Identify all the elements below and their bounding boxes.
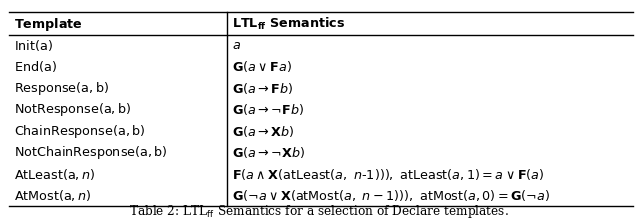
Text: Table 2: LTL$_{\mathrm{ff}}$ Semantics for a selection of Declare templates.: Table 2: LTL$_{\mathrm{ff}}$ Semantics f… [129, 203, 509, 220]
Text: $\mathbf{LTL_{ff}\ Semantics}$: $\mathbf{LTL_{ff}\ Semantics}$ [232, 16, 345, 32]
Text: $\mathrm{NotResponse(a,b)}$: $\mathrm{NotResponse(a,b)}$ [14, 101, 131, 118]
Text: $\mathbf{G}(a \rightarrow \mathbf{F}b)$: $\mathbf{G}(a \rightarrow \mathbf{F}b)$ [232, 81, 293, 96]
Text: $\mathrm{Response(a,b)}$: $\mathrm{Response(a,b)}$ [14, 80, 109, 97]
Text: $\mathrm{End(a)}$: $\mathrm{End(a)}$ [14, 60, 57, 74]
Text: $\mathbf{G}(a \rightarrow \neg\mathbf{X}b)$: $\mathbf{G}(a \rightarrow \neg\mathbf{X}… [232, 145, 305, 160]
Text: $\mathbf{G}(a \rightarrow \neg\mathbf{F}b)$: $\mathbf{G}(a \rightarrow \neg\mathbf{F}… [232, 102, 304, 117]
Text: $\mathbf{G}(a \rightarrow \mathbf{X}b)$: $\mathbf{G}(a \rightarrow \mathbf{X}b)$ [232, 124, 294, 139]
Text: $\mathrm{ChainResponse(a,b)}$: $\mathrm{ChainResponse(a,b)}$ [14, 123, 145, 140]
Text: $\mathrm{AtMost(a,}$$\mathit{n}$$\mathrm{)}$: $\mathrm{AtMost(a,}$$\mathit{n}$$\mathrm… [14, 188, 92, 203]
Text: $\mathbf{F}(a \wedge \mathbf{X}(\mathrm{atLeast}(a,\ n\text{-}1))),\ \mathrm{atL: $\mathbf{F}(a \wedge \mathbf{X}(\mathrm{… [232, 167, 544, 182]
Text: $\mathbf{G}(a \vee \mathbf{F}a)$: $\mathbf{G}(a \vee \mathbf{F}a)$ [232, 60, 292, 74]
Text: $\mathbf{Template}$: $\mathbf{Template}$ [14, 16, 83, 33]
Text: $\mathrm{NotChainResponse(a,b)}$: $\mathrm{NotChainResponse(a,b)}$ [14, 144, 168, 161]
Text: $\mathrm{Init(a)}$: $\mathrm{Init(a)}$ [14, 38, 53, 53]
Text: $\mathbf{G}(\neg a \vee \mathbf{X}(\mathrm{atMost}(a,\ n-1))),\ \mathrm{atMost}(: $\mathbf{G}(\neg a \vee \mathbf{X}(\math… [232, 188, 550, 203]
Text: $\mathrm{AtLeast(a,}$$\mathit{n}$$\mathrm{)}$: $\mathrm{AtLeast(a,}$$\mathit{n}$$\mathr… [14, 167, 95, 182]
Text: $a$: $a$ [232, 39, 241, 52]
